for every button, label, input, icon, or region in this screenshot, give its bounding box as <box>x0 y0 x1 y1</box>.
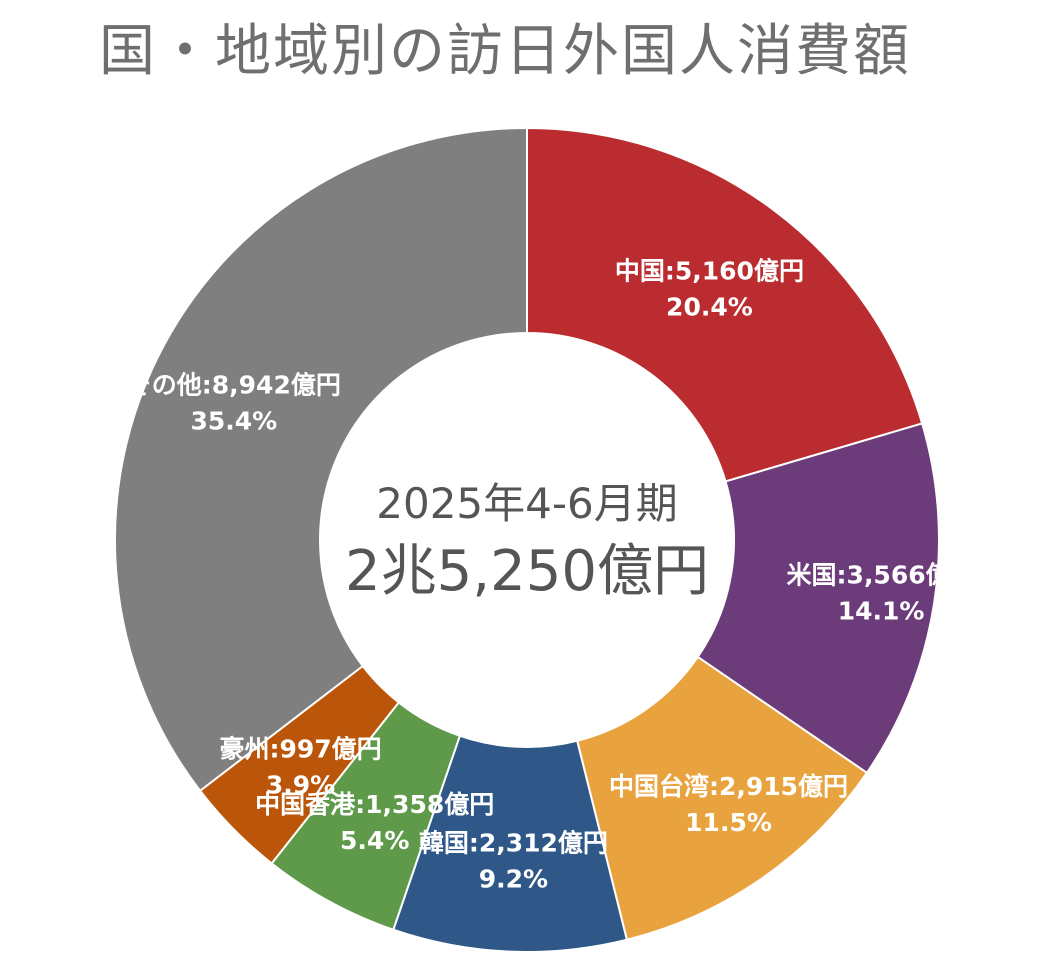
slice-percent-1: 20.4% <box>666 292 753 321</box>
slice-label-7: その他:8,942億円 <box>127 370 341 399</box>
slice-percent-4: 9.2% <box>479 865 548 894</box>
slice-label-1: 中国:5,160億円 <box>615 256 804 285</box>
slice-label-2: 米国:3,566億円 <box>787 561 976 590</box>
slice-percent-7: 35.4% <box>190 406 277 435</box>
slice-4 <box>392 734 629 953</box>
chart-title: 国・地域別の訪日外国人消費額 <box>99 19 911 84</box>
slice-label-3: 中国台湾:2,915億円 <box>609 772 848 801</box>
slice-label-5: 中国香港:1,358億円 <box>255 790 494 819</box>
slice-percent-6: 3.9% <box>266 770 335 799</box>
slice-percent-5: 5.4% <box>340 826 409 855</box>
slice-7 <box>114 126 528 793</box>
slice-3 <box>575 655 869 941</box>
slice-percent-2: 14.1% <box>838 597 925 626</box>
slice-2 <box>696 422 940 775</box>
center-total-label: 2兆5,250億円 <box>345 539 709 604</box>
slice-1 <box>526 126 924 483</box>
slice-percent-3: 11.5% <box>685 808 772 837</box>
slice-label-4: 韓国:2,312億円 <box>419 829 608 858</box>
center-period-label: 2025年4-6月期 <box>376 479 678 528</box>
slice-label-6: 豪州:997億円 <box>219 734 381 763</box>
